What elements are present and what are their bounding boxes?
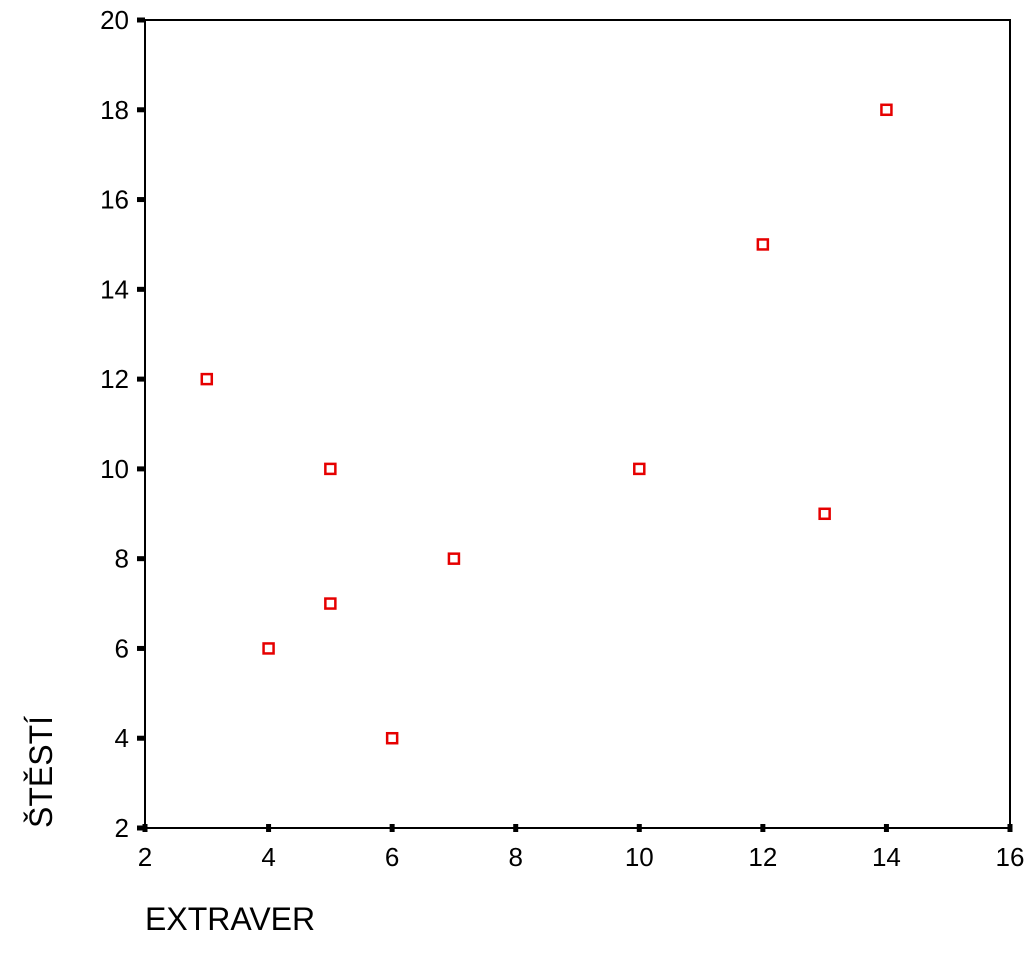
data-point: [633, 462, 646, 476]
data-points: [200, 103, 893, 745]
y-tick-label: 8: [115, 544, 129, 574]
data-point: [880, 103, 893, 117]
x-tick-label: 16: [996, 842, 1025, 872]
y-tick-label: 18: [100, 95, 129, 125]
y-tick-label: 6: [115, 633, 129, 663]
y-tick-label: 20: [100, 5, 129, 35]
x-tick-label: 12: [748, 842, 777, 872]
x-tick-label: 10: [625, 842, 654, 872]
x-tick-label: 8: [508, 842, 522, 872]
x-axis-label: EXTRAVER: [145, 901, 315, 937]
y-tick-label: 10: [100, 454, 129, 484]
data-point: [447, 552, 461, 565]
data-point: [324, 462, 337, 476]
x-axis: 2 4 6 8 10 12 14 16: [138, 824, 1025, 872]
x-tick-label: 2: [138, 842, 152, 872]
data-point: [262, 642, 275, 655]
y-tick-label: 2: [115, 813, 129, 843]
data-point: [324, 597, 337, 610]
x-tick-label: 6: [385, 842, 399, 872]
data-point: [818, 507, 831, 521]
x-tick-label: 4: [261, 842, 275, 872]
y-tick-label: 16: [100, 185, 129, 215]
x-tick-label: 14: [872, 842, 901, 872]
y-axis: 2 4 6 8 10 12 14 16 18 20: [100, 5, 145, 843]
data-point: [756, 238, 770, 251]
y-tick-label: 12: [100, 364, 129, 394]
y-tick-label: 4: [115, 723, 129, 753]
y-tick-label: 14: [100, 274, 129, 304]
data-point: [200, 372, 214, 386]
plot-frame: [144, 19, 1011, 829]
y-axis-label: ŠTĚSTÍ: [23, 716, 59, 828]
data-point: [385, 731, 399, 745]
